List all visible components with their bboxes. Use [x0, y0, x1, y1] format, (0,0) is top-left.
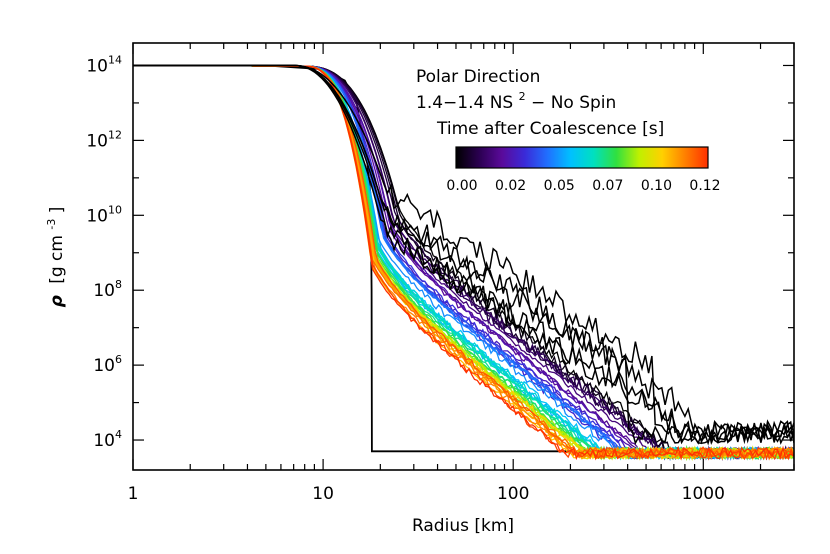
annotation-model-sup: 2: [519, 90, 526, 103]
y-axis-label-symbol: ρ: [47, 295, 67, 307]
y-axis-label-unit: [g cm: [47, 235, 67, 284]
colorbar-title: Time after Coalescence [s]: [436, 119, 664, 139]
y-tick-label: 1014: [86, 53, 122, 76]
y-tick-label: 1012: [86, 128, 122, 151]
annotation-model: 1.4−1.4 NS 2 − No Spin: [416, 85, 616, 113]
series-curves: [133, 64, 794, 462]
colorbar: [455, 146, 709, 169]
y-axis-label: ρ [g cm -3 ]: [40, 207, 67, 308]
colorbar-tick-label: 0.00: [446, 178, 477, 194]
colorbar-tick-label: 0.12: [689, 178, 720, 194]
colorbar-tick-label: 0.05: [544, 178, 575, 194]
colorbar-tick-label: 0.10: [641, 178, 672, 194]
annotation-model-main: 1.4−1.4 NS: [416, 93, 513, 113]
y-tick-label: 108: [93, 278, 122, 301]
y-axis-label-close: ]: [47, 207, 67, 214]
y-tick-label: 106: [93, 353, 122, 376]
x-tick-label: 100: [497, 484, 529, 504]
y-axis-label-exp: -3: [45, 219, 58, 230]
x-axis-label: Radius [km]: [412, 516, 514, 536]
y-tick-labels: 104 106 108 1010 1012 1014: [86, 53, 122, 451]
annotation-model-tail: − No Spin: [531, 93, 616, 113]
series-line-early: [133, 64, 794, 444]
x-tick-labels: 1 10 100 1000: [128, 484, 725, 504]
y-tick-label: 104: [93, 428, 122, 451]
colorbar-tick-label: 0.07: [592, 178, 623, 194]
x-tick-label: 1: [128, 484, 139, 504]
y-tick-label: 1010: [86, 203, 122, 226]
colorbar-tick-label: 0.02: [495, 178, 526, 194]
colorbar-tick-labels: 0.00 0.02 0.05 0.07 0.10 0.12: [446, 178, 720, 194]
annotation-polar-direction: Polar Direction: [416, 67, 540, 87]
x-tick-label: 10: [312, 484, 334, 504]
plot-frame: [132, 42, 795, 471]
axis-ticks: [132, 43, 795, 470]
x-tick-label: 1000: [682, 484, 725, 504]
